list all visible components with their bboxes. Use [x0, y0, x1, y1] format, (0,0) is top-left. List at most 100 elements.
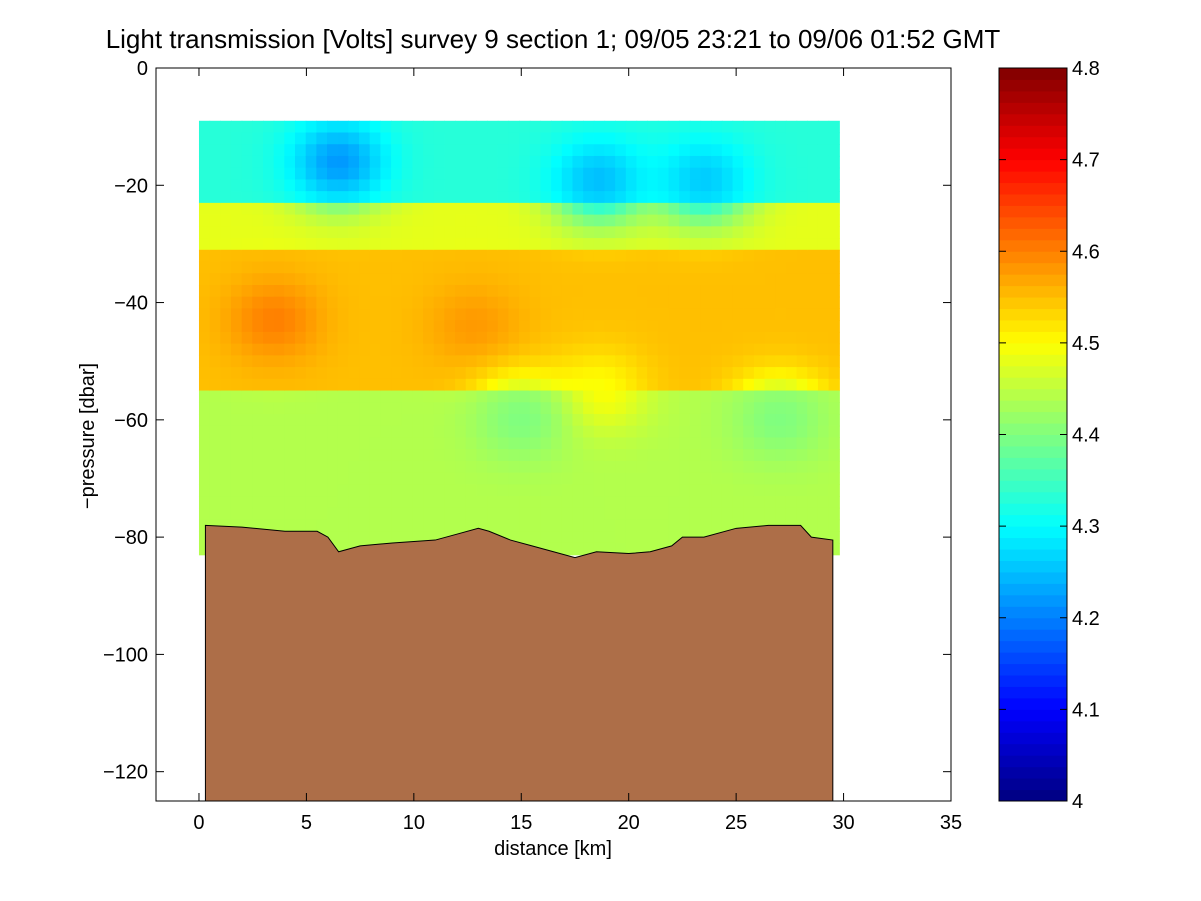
field-cell	[209, 507, 221, 521]
field-cell	[807, 343, 819, 356]
field-cell	[604, 390, 616, 403]
field-cell	[391, 531, 403, 544]
field-cell	[295, 214, 307, 227]
field-cell	[572, 378, 584, 392]
field-cell	[572, 343, 584, 356]
field-cell	[689, 413, 702, 427]
field-cell	[455, 460, 467, 474]
colorbar-band	[999, 434, 1067, 447]
field-cell	[668, 343, 680, 356]
field-cell	[273, 460, 285, 474]
field-cell	[412, 390, 424, 403]
field-cell	[284, 296, 296, 310]
field-cell	[764, 507, 776, 521]
field-cell	[348, 226, 360, 239]
field-cell	[455, 496, 467, 509]
field-cell	[230, 320, 243, 333]
field-cell	[348, 144, 360, 157]
field-cell	[401, 460, 414, 474]
field-cell	[689, 226, 702, 239]
field-cell	[721, 284, 734, 298]
field-cell	[284, 308, 296, 321]
field-cell	[337, 390, 349, 403]
field-cell	[540, 484, 552, 497]
field-cell	[327, 331, 339, 345]
field-cell	[433, 273, 446, 286]
field-cell	[647, 425, 659, 439]
field-cell	[540, 531, 552, 544]
colorbar-band	[999, 606, 1067, 619]
field-cell	[743, 249, 755, 263]
colorbar-band	[999, 297, 1067, 310]
field-cell	[380, 472, 392, 485]
field-cell	[209, 484, 221, 497]
field-cell	[359, 144, 371, 157]
field-cell	[220, 179, 232, 192]
field-cell	[423, 413, 435, 427]
field-cell	[455, 249, 467, 263]
field-cell	[508, 413, 520, 427]
colorbar-tick-label: 4.3	[1072, 516, 1100, 538]
field-cell	[529, 378, 542, 392]
field-cell	[796, 167, 808, 181]
field-cell	[636, 320, 648, 333]
field-cell	[241, 226, 253, 239]
field-cell	[711, 144, 723, 157]
field-cell	[679, 378, 691, 392]
field-cell	[732, 238, 744, 251]
field-cell	[817, 132, 830, 145]
field-cell	[732, 449, 744, 462]
field-cell	[807, 449, 819, 462]
field-cell	[220, 308, 232, 321]
field-cell	[679, 191, 691, 204]
field-cell	[775, 296, 787, 310]
field-cell	[647, 261, 659, 274]
field-cell	[465, 308, 478, 321]
field-cell	[796, 367, 808, 380]
field-cell	[455, 261, 467, 274]
colorbar-tick-label: 4.8	[1072, 58, 1100, 80]
field-cell	[711, 460, 723, 474]
field-cell	[412, 167, 424, 181]
field-cell	[604, 202, 616, 216]
field-cell	[198, 284, 211, 298]
field-cell	[561, 367, 574, 380]
field-cell	[284, 437, 296, 450]
field-cell	[753, 507, 766, 521]
field-cell	[391, 496, 403, 509]
field-cell	[252, 296, 264, 310]
field-cell	[433, 202, 446, 216]
field-cell	[615, 249, 627, 263]
field-cell	[583, 378, 595, 392]
field-cell	[753, 214, 766, 227]
field-cell	[615, 460, 627, 474]
field-cell	[230, 167, 243, 181]
field-cell	[391, 472, 403, 485]
field-cell	[444, 413, 456, 427]
field-cell	[529, 273, 542, 286]
field-cell	[337, 343, 349, 356]
field-cell	[476, 343, 488, 356]
field-cell	[572, 402, 584, 415]
field-cell	[263, 284, 275, 298]
field-cell	[433, 144, 446, 157]
field-cell	[412, 296, 424, 310]
field-cell	[679, 390, 691, 403]
plot-area	[156, 68, 951, 801]
colorbar-band	[999, 697, 1067, 710]
field-cell	[519, 132, 531, 145]
field-cell	[455, 191, 467, 204]
field-cell	[561, 249, 574, 263]
field-cell	[529, 179, 542, 192]
field-cell	[657, 261, 670, 274]
field-cell	[711, 273, 723, 286]
field-cell	[316, 132, 328, 145]
field-cell	[721, 496, 734, 509]
field-cell	[209, 331, 221, 345]
field-cell	[487, 132, 499, 145]
field-cell	[593, 155, 606, 169]
field-cell	[391, 413, 403, 427]
field-cell	[604, 167, 616, 181]
field-cell	[604, 331, 616, 345]
field-cell	[295, 331, 307, 345]
